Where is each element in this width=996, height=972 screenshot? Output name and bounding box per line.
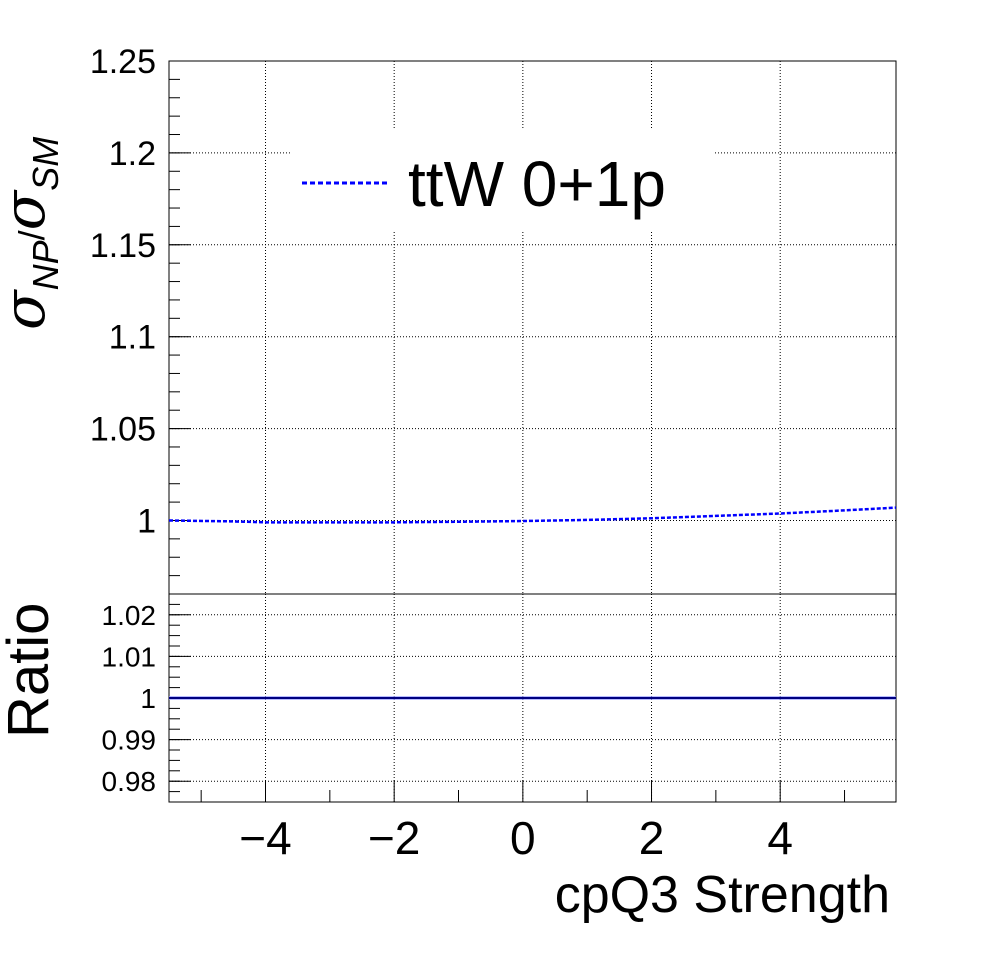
ratio-ytick-label: 1.02	[102, 600, 157, 631]
ratio-xtick-labels: −4 −2 0 2 4	[239, 812, 793, 864]
main-ylabel-sigma-num: σ	[0, 289, 58, 330]
main-ylabel-slash: /	[11, 230, 52, 240]
legend-background	[290, 130, 715, 230]
legend: ttW 0+1p	[290, 130, 715, 230]
main-ytick-label: 1	[137, 502, 156, 540]
main-ytick-label: 1.15	[90, 227, 156, 265]
main-series-line	[168, 506, 897, 524]
ratio-xtick-label: 4	[767, 812, 793, 864]
ratio-xtick-label: 0	[510, 812, 536, 864]
ratio-xtick-label: −4	[239, 812, 291, 864]
main-ytick-label: 1.25	[90, 43, 156, 81]
main-ylabel-sub-num: NP	[25, 240, 66, 290]
ratio-ytick-label: 0.99	[102, 725, 157, 756]
ratio-ylabel: Ratio	[0, 603, 61, 738]
ratio-ytick-label: 1	[140, 683, 156, 714]
ratio-xtick-label: −2	[368, 812, 420, 864]
legend-label: ttW 0+1p	[408, 148, 666, 220]
main-ylabel: σNP/σSM	[0, 137, 66, 330]
ratio-panel: 0.98 0.99 1 1.01 1.02 −4 −2 0 2 4 Ratio cpQ3 Str…	[0, 593, 897, 924]
main-ytick-label: 1.05	[90, 411, 156, 449]
main-ticks	[169, 60, 191, 577]
x-axis-title: cpQ3 Strength	[555, 866, 890, 924]
ratio-ytick-label: 1.01	[102, 641, 157, 672]
main-ylabel-sigma-den: σ	[0, 189, 58, 230]
ratio-xtick-label: 2	[639, 812, 665, 864]
main-panel: 11.051.11.151.21.25 ttW 0+1p σNP/σSM	[0, 43, 897, 595]
main-ytick-labels: 1 1.05 1.1 1.15 1.2 1.25	[90, 43, 156, 540]
main-series	[168, 506, 897, 524]
main-ytick-label: 1.2	[109, 135, 156, 173]
main-ytick-label: 1.1	[109, 319, 156, 357]
ratio-ytick-label: 0.98	[102, 766, 157, 797]
main-ylabel-sub-den: SM	[25, 137, 66, 191]
ratio-ytick-labels: 0.98 0.99 1 1.01 1.02	[102, 600, 157, 797]
ratio-series	[169, 696, 896, 700]
